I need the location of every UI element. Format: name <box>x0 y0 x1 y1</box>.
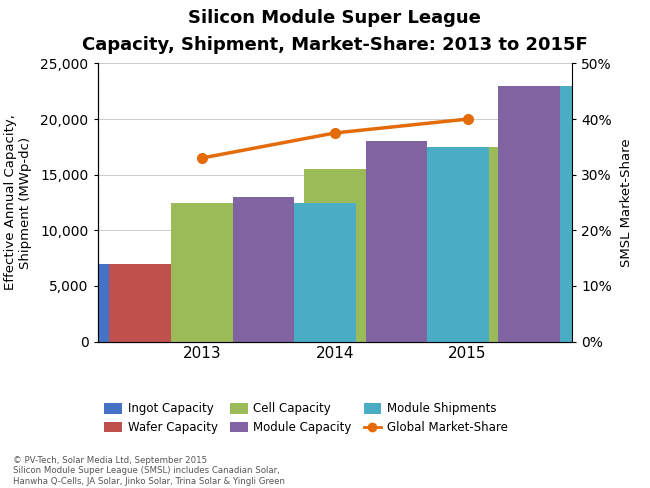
Bar <box>304 169 365 342</box>
Y-axis label: SMSL Market-Share: SMSL Market-Share <box>620 138 633 267</box>
Bar <box>375 230 437 342</box>
Bar <box>47 264 109 342</box>
Bar <box>560 86 622 342</box>
Bar <box>242 247 304 342</box>
Bar <box>109 264 171 342</box>
Bar <box>294 203 356 342</box>
Bar <box>171 203 233 342</box>
Bar <box>499 86 560 342</box>
Legend: Ingot Capacity, Wafer Capacity, Cell Capacity, Module Capacity, Module Shipments: Ingot Capacity, Wafer Capacity, Cell Cap… <box>99 398 513 439</box>
Title: Silicon Module Super League
Capacity, Shipment, Market-Share: 2013 to 2015F: Silicon Module Super League Capacity, Sh… <box>82 9 588 54</box>
Bar <box>365 142 427 342</box>
Bar <box>181 242 242 342</box>
Bar <box>437 147 499 342</box>
Bar <box>427 147 489 342</box>
Bar <box>313 219 375 342</box>
Bar <box>233 197 294 342</box>
Text: © PV-Tech, Solar Media Ltd, September 2015
Silicon Module Super League (SMSL) in: © PV-Tech, Solar Media Ltd, September 20… <box>13 456 285 486</box>
Y-axis label: Effective Annual Capacity,
Shipment (MWp-dc): Effective Annual Capacity, Shipment (MWp… <box>4 115 32 290</box>
